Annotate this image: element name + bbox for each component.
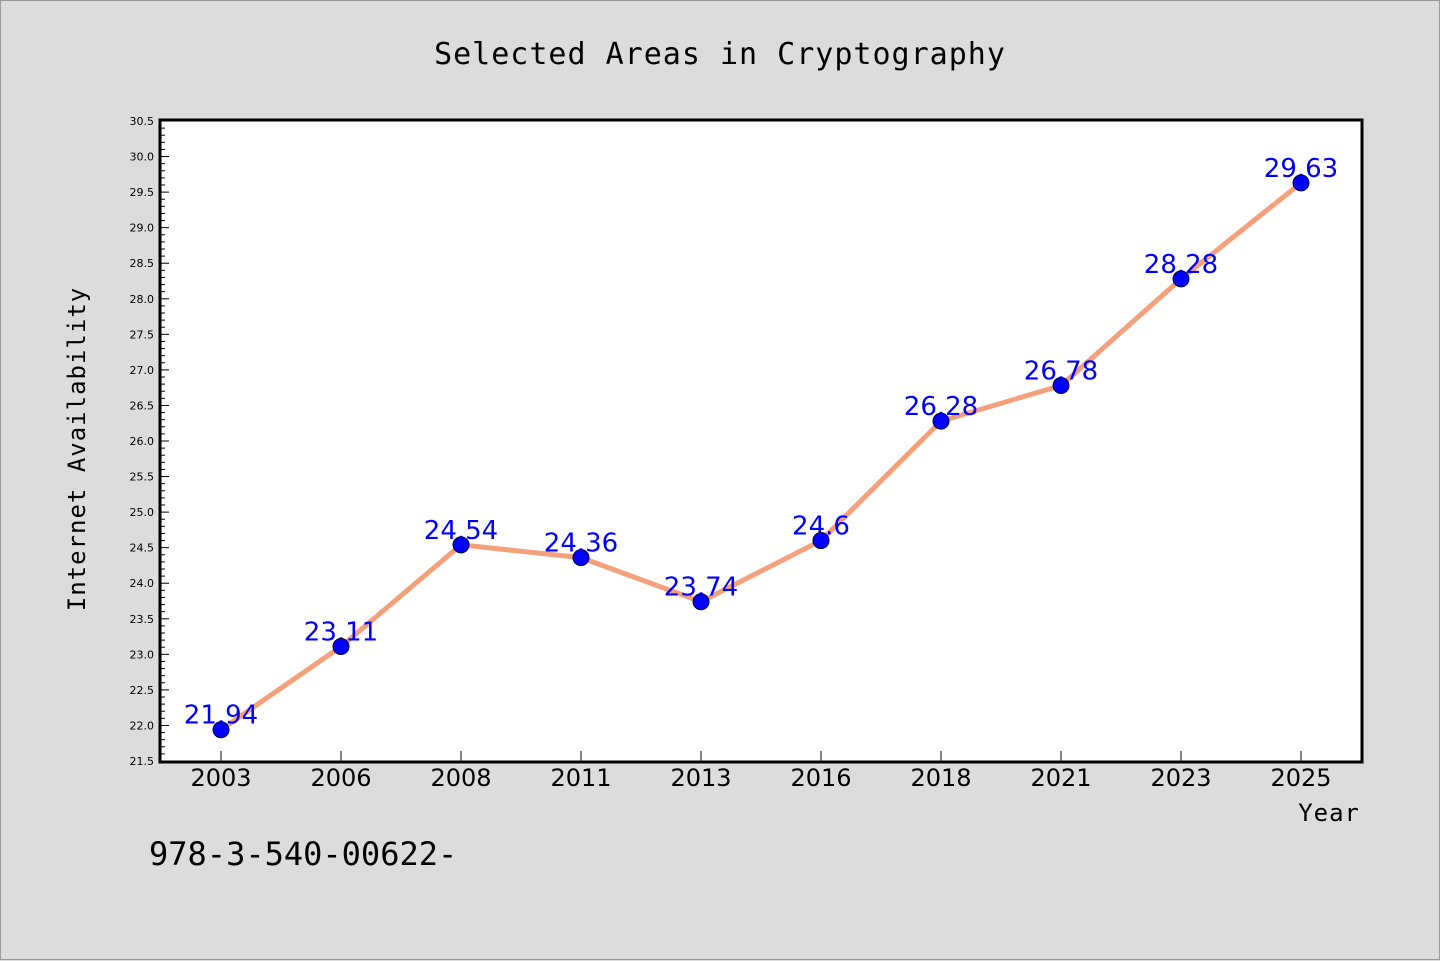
data-point [812, 532, 830, 550]
data-point [1172, 270, 1190, 288]
y-tick-label: 25.5 [130, 471, 155, 484]
y-tick-label: 27.5 [130, 328, 155, 341]
y-tick-label: 27.0 [130, 364, 155, 377]
data-point [572, 549, 590, 567]
data-point [332, 638, 350, 656]
x-axis: 2003 2006 2008 2011 2013 2016 2018 2021 2023 2025 [190, 751, 1332, 792]
chart-title: Selected Areas in Cryptography [434, 37, 1006, 72]
y-tick-label: 23.0 [130, 648, 155, 661]
x-tick-label: 2011 [550, 764, 611, 792]
x-tick-label: 2003 [190, 764, 251, 792]
y-tick-label: 26.0 [130, 435, 155, 448]
y-tick-label: 25.0 [130, 506, 155, 519]
y-tick-label: 24.0 [130, 577, 155, 590]
y-tick-label: 24.5 [130, 542, 155, 555]
y-tick-label: 30.5 [130, 115, 155, 128]
y-tick-label: 22.5 [130, 684, 155, 697]
y-tick-label: 29.5 [130, 186, 155, 199]
data-point [212, 721, 230, 739]
footer-text: 978-3-540-00622- [149, 835, 457, 873]
data-point [932, 412, 950, 430]
x-tick-label: 2016 [790, 764, 851, 792]
y-tick-label: 26.5 [130, 399, 155, 412]
data-point [1052, 377, 1070, 395]
series-line [219, 180, 1303, 732]
y-axis-label: Internet Availability [63, 287, 91, 611]
y-tick-label: 22.0 [130, 719, 155, 732]
x-tick-label: 2025 [1270, 764, 1331, 792]
x-axis-label: Year [1298, 799, 1360, 827]
x-tick-label: 2023 [1150, 764, 1211, 792]
y-tick-label: 23.5 [130, 613, 155, 626]
data-point [452, 536, 470, 554]
x-tick-label: 2013 [670, 764, 731, 792]
data-point [692, 593, 710, 611]
y-tick-label: 30.0 [130, 151, 155, 164]
x-tick-label: 2008 [430, 764, 491, 792]
y-tick-label: 28.0 [130, 293, 155, 306]
y-axis: 21.5 22.0 22.5 23.0 23.5 24.0 24.5 25.0 25.5 26.0… [130, 115, 169, 768]
x-tick-label: 2021 [1030, 764, 1091, 792]
x-tick-label: 2006 [310, 764, 371, 792]
plot-area [158, 118, 1364, 764]
y-tick-label: 28.5 [130, 257, 155, 270]
x-tick-label: 2018 [910, 764, 971, 792]
y-tick-label: 29.0 [130, 222, 155, 235]
data-markers [212, 174, 1310, 739]
data-point [1292, 174, 1310, 192]
y-tick-label: 21.5 [130, 755, 155, 768]
